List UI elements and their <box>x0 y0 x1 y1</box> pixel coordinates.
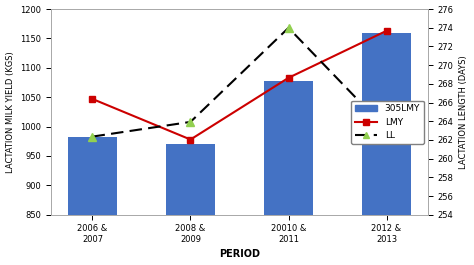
Legend: 305LMY, LMY, LL: 305LMY, LMY, LL <box>351 101 424 144</box>
Y-axis label: LACTATION MILK YIELD (KGS): LACTATION MILK YIELD (KGS) <box>6 51 15 173</box>
Bar <box>264 81 313 265</box>
LL <box>383 128 389 131</box>
LMY <box>383 29 389 32</box>
Y-axis label: LACTATION LENGTH (DAYS): LACTATION LENGTH (DAYS) <box>459 55 468 169</box>
LL <box>90 135 95 138</box>
Line: LL: LL <box>88 24 391 141</box>
Line: LMY: LMY <box>89 27 390 143</box>
Bar <box>362 33 411 265</box>
X-axis label: PERIOD: PERIOD <box>219 249 260 259</box>
LMY <box>188 138 193 141</box>
LMY <box>90 98 95 101</box>
Bar <box>166 144 215 265</box>
Bar <box>68 136 117 265</box>
LMY <box>286 76 292 80</box>
LL <box>188 120 193 123</box>
LL <box>286 26 292 29</box>
